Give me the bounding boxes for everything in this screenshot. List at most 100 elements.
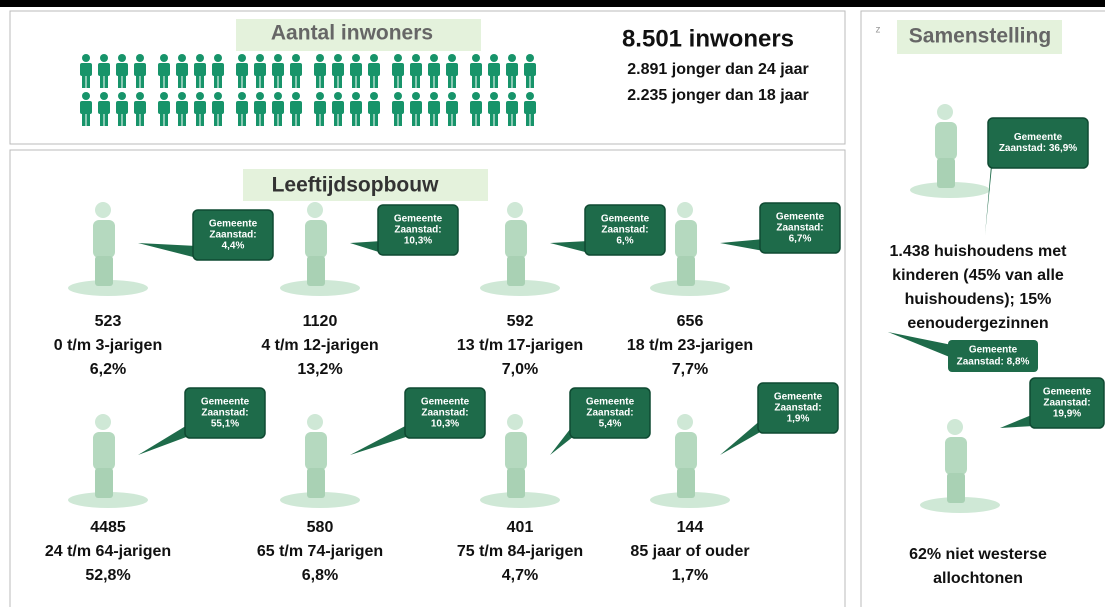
leg: [357, 113, 361, 126]
leg: [279, 75, 283, 88]
leg: [201, 75, 205, 88]
body: [488, 63, 500, 76]
leg: [430, 113, 434, 126]
head: [526, 54, 534, 62]
body: [116, 63, 128, 76]
head: [238, 92, 246, 100]
bubble-text: Gemeente: [969, 345, 1018, 356]
leg: [87, 113, 91, 126]
leg: [100, 113, 104, 126]
leg: [435, 113, 439, 126]
head: [334, 54, 342, 62]
leg: [531, 113, 535, 126]
share: 1,7%: [672, 567, 708, 584]
count: 1120: [303, 313, 338, 330]
leg: [238, 113, 242, 126]
leg: [243, 113, 247, 126]
bubble-text: Zaanstad:: [774, 403, 821, 414]
group-label: 24 t/m 64-jarigen: [45, 543, 171, 560]
share: 13,2%: [297, 361, 342, 378]
head: [508, 54, 516, 62]
body: [935, 122, 957, 160]
body: [392, 101, 404, 114]
migrants-line: 62% niet westerse: [909, 546, 1047, 563]
head: [95, 414, 111, 430]
count: 4485: [90, 519, 126, 536]
body: [80, 101, 92, 114]
leg: [279, 113, 283, 126]
head: [352, 54, 360, 62]
head: [508, 92, 516, 100]
group-label: 4 t/m 12-jarigen: [261, 337, 378, 354]
head: [100, 54, 108, 62]
leg: [123, 75, 127, 88]
leg: [448, 75, 452, 88]
households-line: eenoudergezinnen: [907, 315, 1048, 332]
head: [394, 54, 402, 62]
leg: [297, 113, 301, 126]
leg: [160, 75, 164, 88]
body: [470, 63, 482, 76]
head: [307, 414, 323, 430]
under-24: 2.891 jonger dan 24 jaar: [627, 61, 808, 78]
leg: [256, 113, 260, 126]
leg: [490, 113, 494, 126]
leg: [472, 113, 476, 126]
group-label: 75 t/m 84-jarigen: [457, 543, 583, 560]
bubble-text: Zaanstad: 36,9%: [999, 143, 1077, 154]
leg: [375, 75, 379, 88]
legs: [507, 256, 525, 286]
leg: [472, 75, 476, 88]
leg: [105, 75, 109, 88]
head: [214, 54, 222, 62]
leg: [526, 113, 530, 126]
title: Leeftijdsopbouw: [272, 174, 439, 197]
body: [524, 63, 536, 76]
leg: [123, 113, 127, 126]
leg: [178, 75, 182, 88]
body: [332, 63, 344, 76]
bubble-text: 6,%: [616, 236, 633, 247]
head: [214, 92, 222, 100]
body: [290, 101, 302, 114]
head: [274, 54, 282, 62]
head: [370, 92, 378, 100]
leg: [399, 75, 403, 88]
leg: [100, 75, 104, 88]
households-line: kinderen (45% van alle: [892, 267, 1064, 284]
leg: [412, 75, 416, 88]
body: [158, 101, 170, 114]
leg: [141, 75, 145, 88]
title: Samenstelling: [909, 25, 1051, 48]
leg: [526, 75, 530, 88]
group-label: 0 t/m 3-jarigen: [54, 337, 162, 354]
bubble-text: Zaanstad:: [394, 225, 441, 236]
leg: [513, 113, 517, 126]
top-bar: [0, 0, 1105, 7]
leg: [417, 75, 421, 88]
head: [118, 54, 126, 62]
bubble-text: 1,9%: [787, 414, 810, 425]
leg: [118, 113, 122, 126]
body: [675, 432, 697, 470]
share: 52,8%: [85, 567, 130, 584]
body: [290, 63, 302, 76]
bubble-text: 6,7%: [789, 234, 812, 245]
leg: [297, 75, 301, 88]
leg: [178, 113, 182, 126]
body: [506, 63, 518, 76]
head: [412, 92, 420, 100]
head: [448, 54, 456, 62]
body: [350, 63, 362, 76]
group-label: 18 t/m 23-jarigen: [627, 337, 753, 354]
body: [314, 63, 326, 76]
leg: [82, 113, 86, 126]
body: [350, 101, 362, 114]
body: [236, 63, 248, 76]
title: Aantal inwoners: [271, 22, 433, 45]
body: [428, 63, 440, 76]
total: 8.501 inwoners: [622, 25, 794, 52]
bubble-text: Zaanstad:: [776, 223, 823, 234]
head: [196, 54, 204, 62]
body: [98, 63, 110, 76]
